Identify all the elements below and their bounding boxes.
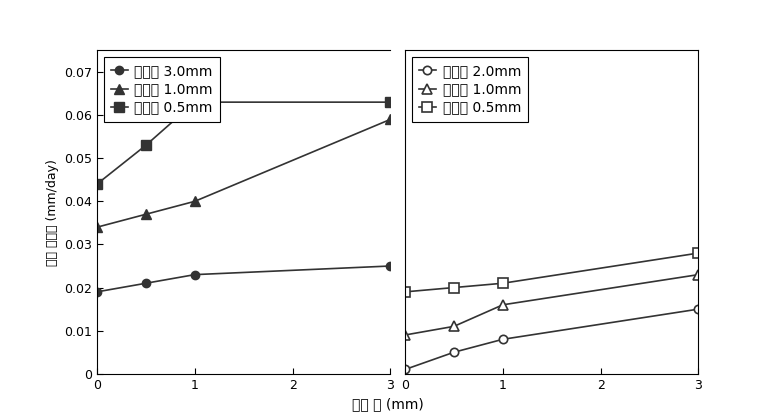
- 우레탄 0.5mm: [190, 100, 199, 105]
- 아크릴 2.0mm: [449, 350, 459, 355]
- 아크릴 0.5mm: [694, 251, 703, 256]
- 아크릴 1.0mm: [498, 302, 508, 307]
- 우레탄 0.5mm: [386, 100, 395, 105]
- Line: 우레탄 3.0mm: 우레탄 3.0mm: [93, 262, 394, 296]
- 아크릴 0.5mm: [449, 285, 459, 290]
- Legend: 아크릴 2.0mm, 아크릴 1.0mm, 아크릴 0.5mm: 아크릴 2.0mm, 아크릴 1.0mm, 아크릴 0.5mm: [412, 58, 528, 121]
- 우레탄 0.5mm: [141, 143, 151, 148]
- 우레탄 3.0mm: [386, 263, 395, 268]
- Line: 우레탄 0.5mm: 우레탄 0.5mm: [92, 97, 395, 189]
- 우레탄 3.0mm: [92, 289, 102, 294]
- Text: 균열 폭 (mm): 균열 폭 (mm): [352, 398, 424, 412]
- 우레탄 3.0mm: [190, 272, 199, 277]
- 우레탄 3.0mm: [141, 281, 151, 286]
- 아크릴 1.0mm: [694, 272, 703, 277]
- Legend: 우레탄 3.0mm, 우레탄 1.0mm, 우레탄 0.5mm: 우레탄 3.0mm, 우레탄 1.0mm, 우레탄 0.5mm: [104, 58, 220, 121]
- 아크릴 1.0mm: [449, 324, 459, 329]
- 아크릴 0.5mm: [498, 281, 508, 286]
- 우레탄 1.0mm: [92, 225, 102, 230]
- Line: 아크릴 0.5mm: 아크릴 0.5mm: [400, 248, 703, 297]
- 우레탄 1.0mm: [141, 212, 151, 217]
- 아크릴 0.5mm: [400, 289, 410, 294]
- 아크릴 2.0mm: [400, 367, 410, 372]
- 우레탄 0.5mm: [92, 181, 102, 186]
- 우레탄 1.0mm: [190, 199, 199, 204]
- Line: 아크릴 1.0mm: 아크릴 1.0mm: [400, 270, 703, 340]
- Line: 우레탄 1.0mm: 우레탄 1.0mm: [92, 115, 395, 232]
- Line: 아크릴 2.0mm: 아크릴 2.0mm: [401, 305, 702, 374]
- 아크릴 2.0mm: [498, 337, 508, 342]
- 아크릴 2.0mm: [694, 307, 703, 312]
- Y-axis label: 외과 투과도 (mm/day): 외과 투과도 (mm/day): [46, 159, 58, 265]
- 우레탄 1.0mm: [386, 117, 395, 122]
- 아크릴 1.0mm: [400, 333, 410, 338]
